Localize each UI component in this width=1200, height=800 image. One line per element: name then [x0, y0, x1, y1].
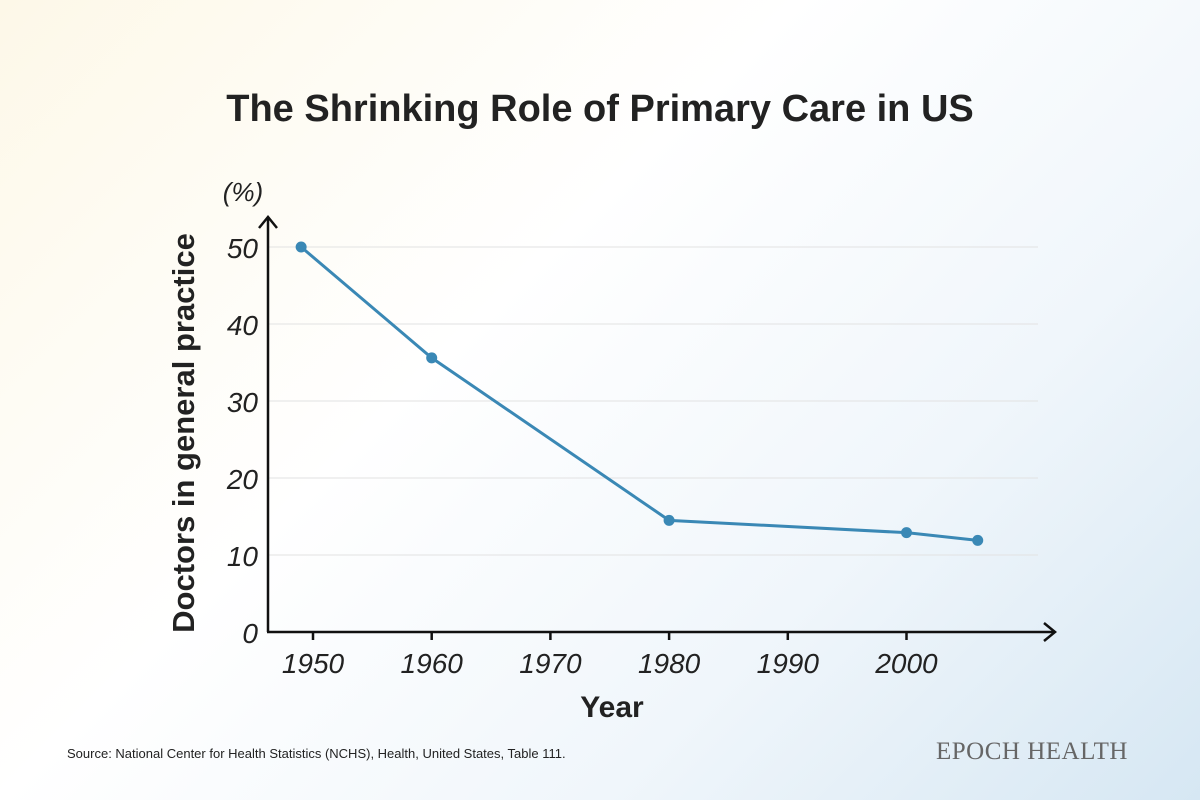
- x-tick-label: 1980: [638, 648, 701, 679]
- chart-title: The Shrinking Role of Primary Care in US: [226, 88, 974, 130]
- y-tick-label: 40: [227, 310, 259, 341]
- x-axis-arrow-icon: [1043, 622, 1057, 642]
- y-tick-label: 30: [227, 387, 259, 418]
- data-point: [901, 527, 912, 539]
- data-point: [663, 514, 675, 526]
- x-axis-label: Year: [580, 691, 644, 724]
- source-note: Source: National Center for Health Stati…: [67, 746, 566, 761]
- y-tick-label: 50: [227, 233, 259, 264]
- epoch-health-logo: EPOCH HEALTH: [936, 738, 1128, 765]
- data-point: [295, 241, 307, 253]
- y-tick-label: 20: [226, 464, 259, 495]
- y-axis-arrow-icon: [258, 215, 278, 229]
- data-point: [426, 352, 438, 364]
- y-axis-unit: (%): [223, 177, 263, 207]
- y-tick-label: 0: [242, 618, 258, 649]
- x-tick-label: 1990: [757, 648, 820, 679]
- x-tick-label: 1960: [401, 648, 464, 679]
- x-tick-label: 1970: [519, 648, 582, 679]
- data-point: [972, 534, 984, 546]
- x-tick-label: 1950: [282, 648, 345, 679]
- y-axis-label: Doctors in general practice: [166, 233, 201, 633]
- x-tick-label: 2000: [874, 648, 938, 679]
- data-line: [300, 245, 978, 542]
- y-tick-label: 10: [227, 541, 259, 572]
